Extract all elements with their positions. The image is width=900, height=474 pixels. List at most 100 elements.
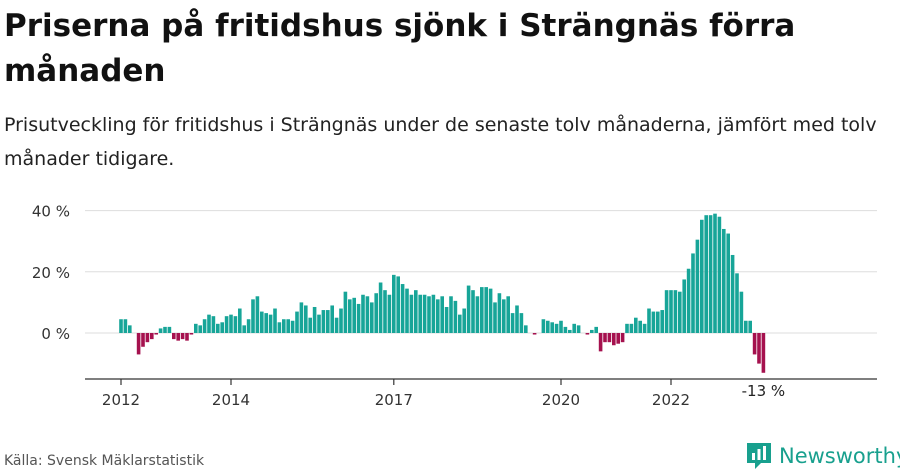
bar bbox=[660, 310, 664, 333]
bar bbox=[326, 310, 330, 333]
bar bbox=[717, 216, 722, 333]
bar bbox=[414, 290, 418, 333]
bar bbox=[634, 317, 638, 333]
bar bbox=[273, 308, 277, 333]
bar bbox=[330, 305, 334, 333]
chart-subtitle: Prisutveckling för fritidshus i Strängnä… bbox=[4, 114, 877, 170]
bar bbox=[396, 276, 400, 333]
bar bbox=[757, 333, 761, 364]
bar bbox=[691, 253, 695, 333]
bar bbox=[669, 290, 673, 333]
bar bbox=[141, 333, 145, 347]
bar bbox=[444, 306, 449, 333]
bar bbox=[550, 322, 554, 333]
bar bbox=[594, 326, 598, 333]
bar bbox=[458, 314, 462, 333]
bar bbox=[123, 319, 128, 333]
bar bbox=[185, 333, 189, 341]
bar bbox=[422, 294, 427, 333]
bar bbox=[400, 284, 405, 333]
bar bbox=[532, 333, 537, 335]
bar bbox=[453, 300, 458, 333]
bar bbox=[568, 329, 572, 333]
x-tick-label: 2012 bbox=[102, 391, 140, 409]
bar bbox=[519, 313, 524, 333]
bar bbox=[656, 311, 660, 333]
bar bbox=[726, 233, 730, 333]
bar bbox=[612, 333, 616, 346]
bar bbox=[202, 319, 207, 333]
bar bbox=[220, 322, 224, 333]
bar bbox=[607, 333, 612, 343]
bar bbox=[598, 333, 603, 352]
bar bbox=[260, 311, 264, 333]
bar bbox=[194, 323, 198, 333]
bar bbox=[620, 333, 625, 343]
bar bbox=[211, 316, 216, 333]
bar bbox=[497, 293, 502, 333]
bar bbox=[387, 294, 392, 333]
bar bbox=[466, 285, 471, 333]
bar bbox=[449, 296, 453, 333]
bar bbox=[158, 328, 163, 333]
x-tick-label: 2014 bbox=[212, 391, 250, 409]
bar bbox=[374, 293, 378, 333]
bar bbox=[708, 215, 713, 333]
bar-chart: 40 % 20 % 0 % 2012 2014 2017 2020 2022 -13 % bbox=[32, 203, 877, 409]
bar bbox=[546, 320, 550, 333]
bar bbox=[378, 282, 383, 333]
bar bbox=[563, 326, 568, 333]
bar bbox=[629, 323, 634, 333]
bar bbox=[370, 302, 374, 333]
bar bbox=[638, 320, 642, 333]
bar bbox=[207, 314, 211, 333]
bar bbox=[277, 322, 282, 333]
x-tick-label: 2020 bbox=[542, 391, 580, 409]
bar bbox=[678, 291, 682, 333]
bar bbox=[356, 303, 361, 333]
bar bbox=[238, 308, 242, 333]
bar bbox=[418, 294, 422, 333]
bar bbox=[334, 317, 339, 333]
bar bbox=[572, 323, 576, 333]
bar bbox=[365, 296, 370, 333]
bar bbox=[198, 325, 202, 333]
bar bbox=[506, 296, 510, 333]
bar bbox=[493, 302, 497, 333]
bar bbox=[488, 288, 493, 333]
bar bbox=[480, 287, 484, 333]
bar bbox=[686, 268, 691, 333]
bar bbox=[154, 333, 158, 335]
bar bbox=[603, 333, 607, 343]
bar bbox=[559, 320, 563, 333]
bar bbox=[752, 333, 757, 355]
bar bbox=[471, 290, 475, 333]
source-note: Källa: Svensk Mäklarstatistik bbox=[4, 453, 205, 469]
bar bbox=[246, 319, 251, 333]
bar bbox=[440, 296, 444, 333]
bar bbox=[405, 288, 409, 333]
bar bbox=[282, 319, 286, 333]
bar bbox=[515, 305, 519, 333]
bar bbox=[150, 333, 154, 340]
bar bbox=[409, 294, 414, 333]
bar bbox=[167, 326, 172, 333]
bar bbox=[361, 294, 365, 333]
bar bbox=[541, 319, 546, 333]
bar bbox=[502, 299, 506, 333]
bar bbox=[136, 333, 141, 355]
bar bbox=[317, 314, 321, 333]
bar bbox=[264, 313, 268, 333]
bar bbox=[229, 314, 233, 333]
bar bbox=[431, 294, 436, 333]
bar bbox=[321, 310, 326, 333]
x-tick-label: 2022 bbox=[652, 391, 690, 409]
bar bbox=[255, 296, 260, 333]
bar bbox=[163, 326, 167, 333]
bar bbox=[224, 316, 229, 333]
bar bbox=[233, 316, 238, 333]
bar bbox=[744, 320, 748, 333]
bar bbox=[722, 228, 726, 333]
y-tick-label: 40 % bbox=[32, 203, 70, 221]
bar bbox=[299, 302, 304, 333]
